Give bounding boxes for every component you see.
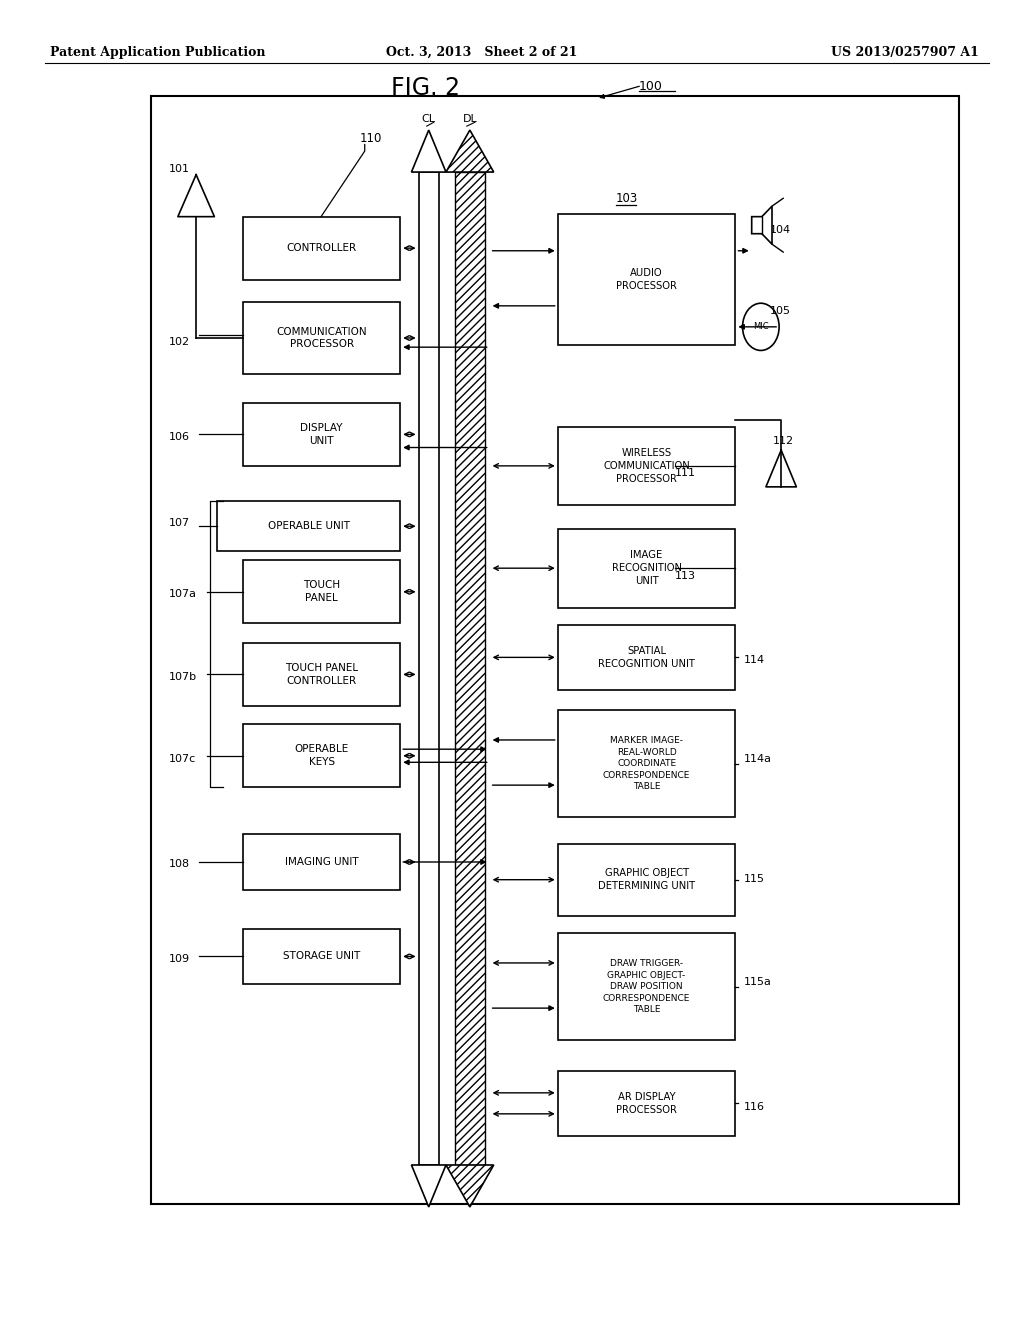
FancyBboxPatch shape — [243, 929, 400, 983]
FancyBboxPatch shape — [243, 643, 400, 706]
Text: 114: 114 — [743, 655, 765, 665]
Text: Oct. 3, 2013   Sheet 2 of 21: Oct. 3, 2013 Sheet 2 of 21 — [386, 46, 578, 59]
Polygon shape — [412, 131, 446, 172]
FancyBboxPatch shape — [243, 834, 400, 890]
Polygon shape — [412, 1166, 446, 1206]
FancyBboxPatch shape — [558, 1071, 735, 1137]
Text: DRAW TRIGGER-
GRAPHIC OBJECT-
DRAW POSITION
CORRESPONDENCE
TABLE: DRAW TRIGGER- GRAPHIC OBJECT- DRAW POSIT… — [603, 960, 690, 1014]
FancyBboxPatch shape — [217, 502, 400, 552]
Text: 107a: 107a — [169, 589, 197, 599]
FancyBboxPatch shape — [558, 710, 735, 817]
Text: 115: 115 — [743, 874, 765, 884]
Text: CONTROLLER: CONTROLLER — [287, 243, 356, 253]
Text: 103: 103 — [615, 191, 638, 205]
Text: DL: DL — [463, 114, 477, 124]
Text: AR DISPLAY
PROCESSOR: AR DISPLAY PROCESSOR — [616, 1092, 677, 1115]
Text: 107c: 107c — [169, 755, 196, 764]
Text: 100: 100 — [639, 81, 663, 94]
Polygon shape — [752, 206, 772, 244]
Text: IMAGE
RECOGNITION
UNIT: IMAGE RECOGNITION UNIT — [611, 550, 682, 586]
Text: 111: 111 — [675, 469, 695, 478]
Text: 102: 102 — [169, 338, 189, 347]
Text: IMAGING UNIT: IMAGING UNIT — [285, 857, 358, 867]
FancyBboxPatch shape — [243, 403, 400, 466]
Text: 107: 107 — [169, 519, 189, 528]
Text: STORAGE UNIT: STORAGE UNIT — [283, 952, 360, 961]
Text: 113: 113 — [675, 570, 695, 581]
FancyBboxPatch shape — [243, 560, 400, 623]
Polygon shape — [446, 131, 494, 172]
Text: TOUCH PANEL
CONTROLLER: TOUCH PANEL CONTROLLER — [285, 663, 358, 686]
Text: Patent Application Publication: Patent Application Publication — [50, 46, 265, 59]
Text: 106: 106 — [169, 432, 189, 442]
Text: 114a: 114a — [743, 755, 771, 764]
Text: 108: 108 — [169, 859, 189, 870]
Text: COMMUNICATION
PROCESSOR: COMMUNICATION PROCESSOR — [276, 326, 367, 350]
Text: 107b: 107b — [169, 672, 197, 682]
FancyBboxPatch shape — [243, 302, 400, 374]
Polygon shape — [446, 1166, 494, 1206]
FancyBboxPatch shape — [558, 933, 735, 1040]
Text: 105: 105 — [770, 306, 791, 315]
FancyBboxPatch shape — [558, 843, 735, 916]
Text: MARKER IMAGE-
REAL-WORLD
COORDINATE
CORRESPONDENCE
TABLE: MARKER IMAGE- REAL-WORLD COORDINATE CORR… — [603, 737, 690, 791]
Text: SPATIAL
RECOGNITION UNIT: SPATIAL RECOGNITION UNIT — [598, 645, 695, 669]
Text: WIRELESS
COMMUNICATION
PROCESSOR: WIRELESS COMMUNICATION PROCESSOR — [603, 447, 690, 483]
Text: FIG. 2: FIG. 2 — [391, 77, 460, 100]
Text: 116: 116 — [743, 1102, 765, 1111]
Text: MIC: MIC — [753, 322, 769, 331]
FancyBboxPatch shape — [558, 624, 735, 690]
Text: DISPLAY
UNIT: DISPLAY UNIT — [300, 422, 343, 446]
Text: OPERABLE
KEYS: OPERABLE KEYS — [295, 744, 349, 767]
FancyBboxPatch shape — [243, 725, 400, 787]
Text: OPERABLE UNIT: OPERABLE UNIT — [268, 521, 350, 531]
Text: 112: 112 — [773, 436, 795, 446]
FancyBboxPatch shape — [558, 426, 735, 506]
FancyBboxPatch shape — [152, 96, 958, 1204]
Text: AUDIO
PROCESSOR: AUDIO PROCESSOR — [616, 268, 677, 290]
FancyBboxPatch shape — [558, 529, 735, 607]
Text: 115a: 115a — [743, 977, 771, 987]
Text: CL: CL — [422, 114, 436, 124]
Text: 104: 104 — [770, 224, 792, 235]
Text: US 2013/0257907 A1: US 2013/0257907 A1 — [831, 46, 979, 59]
Text: GRAPHIC OBJECT
DETERMINING UNIT: GRAPHIC OBJECT DETERMINING UNIT — [598, 869, 695, 891]
Text: TOUCH
PANEL: TOUCH PANEL — [303, 581, 340, 603]
FancyBboxPatch shape — [419, 172, 439, 1166]
FancyBboxPatch shape — [558, 214, 735, 346]
FancyBboxPatch shape — [243, 216, 400, 280]
Text: 110: 110 — [359, 132, 382, 144]
Text: 101: 101 — [169, 164, 189, 174]
FancyBboxPatch shape — [455, 172, 484, 1166]
Text: 109: 109 — [169, 954, 189, 964]
